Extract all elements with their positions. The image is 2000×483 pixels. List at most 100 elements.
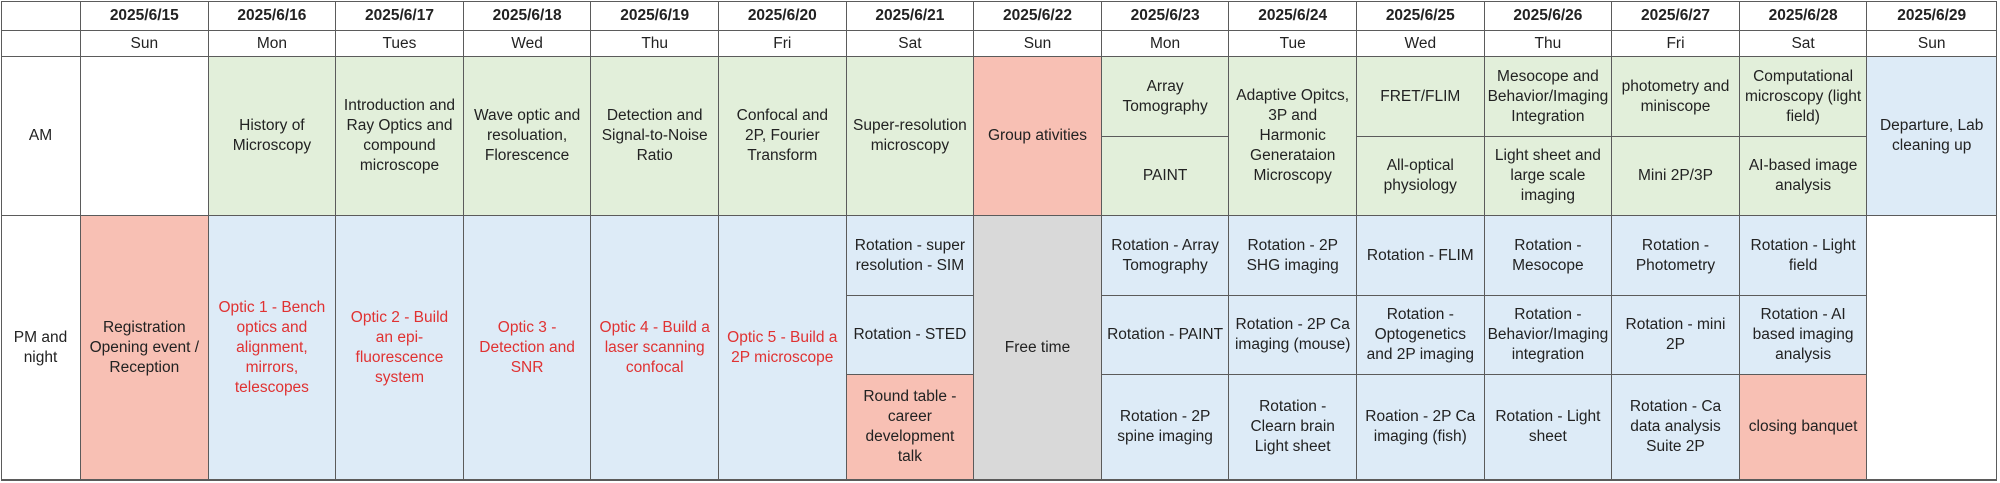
corner-cell xyxy=(1,1,81,31)
row-label-am: AM xyxy=(1,57,81,216)
am-session-text: Light sheet and large scale imaging xyxy=(1494,147,1601,204)
pm-session: Rotation - STED xyxy=(846,296,975,375)
weekday-header-text: Fri xyxy=(1666,34,1685,52)
date-header-text: 2025/6/20 xyxy=(747,6,817,24)
am-session-text: Super-resolution microscopy xyxy=(853,117,967,154)
pm-session-text: Rotation - 2P spine imaging xyxy=(1117,408,1213,445)
weekday-header-text: Sun xyxy=(1917,34,1946,52)
pm-session-text: Rotation - Photometry xyxy=(1635,236,1716,274)
weekday-header: Thu xyxy=(1484,31,1613,57)
pm-session: Round table - career development talk xyxy=(846,375,975,480)
date-header: 2025/6/19 xyxy=(591,1,719,31)
pm-session: Rotation - Light field xyxy=(1739,216,1868,296)
date-header: 2025/6/22 xyxy=(974,1,1102,31)
pm-session-text: Optic 3 - Detection and SNR xyxy=(479,318,575,376)
pm-session: Optic 4 - Build a laser scanning confoca… xyxy=(591,216,719,480)
pm-session: Free time xyxy=(974,216,1102,480)
pm-session: Rotation - Behavior/Imaging integration xyxy=(1484,296,1613,375)
weekday-header: Sun xyxy=(1867,31,1997,57)
pm-session-text: Round table - career development talk xyxy=(863,388,957,465)
weekday-header: Fri xyxy=(1612,31,1740,57)
pm-session-text: Registration Opening event / Reception xyxy=(89,318,200,376)
am-session: photometry and miniscope xyxy=(1612,57,1740,137)
am-session-text: Wave optic and resoluation, Florescence xyxy=(473,107,581,164)
am-session: All-optical physiology xyxy=(1357,137,1485,216)
weekday-header-text: Fri xyxy=(773,34,792,52)
am-session: History of Microscopy xyxy=(208,57,337,216)
date-header: 2025/6/20 xyxy=(719,1,847,31)
weekday-header-text: Sun xyxy=(1023,34,1052,52)
pm-session: Rotation - mini 2P xyxy=(1612,296,1740,375)
am-session-text: Mesocope and Behavior/Imaging Integratio… xyxy=(1487,67,1609,125)
weekday-header-text: Tues xyxy=(382,34,417,52)
am-session-text: Confocal and 2P, Fourier Transform xyxy=(736,107,828,164)
am-session: Introduction and Ray Optics and compound… xyxy=(336,57,464,216)
weekday-header-text: Sat xyxy=(1791,34,1815,52)
date-header-text: 2025/6/21 xyxy=(875,6,945,24)
am-session-text: Detection and Signal-to-Noise Ratio xyxy=(601,107,708,164)
pm-session-text: Rotation - Light field xyxy=(1750,236,1856,274)
am-session: Group ativities xyxy=(974,57,1102,216)
am-session: Wave optic and resoluation, Florescence xyxy=(463,57,592,216)
weekday-header-text: Tue xyxy=(1279,34,1306,52)
row-label-pm: PM and night xyxy=(1,216,81,480)
am-session-text: AI-based image analysis xyxy=(1748,157,1858,194)
weekday-header: Sat xyxy=(1739,31,1868,57)
pm-session-text: Roation - 2P Ca imaging (fish) xyxy=(1365,408,1476,445)
date-header-text: 2025/6/24 xyxy=(1258,6,1328,24)
weekday-header-text: Wed xyxy=(1404,34,1437,52)
am-session: Detection and Signal-to-Noise Ratio xyxy=(591,57,719,216)
date-header-text: 2025/6/29 xyxy=(1897,6,1967,24)
date-header: 2025/6/16 xyxy=(208,1,337,31)
pm-session-text: Rotation - Behavior/Imaging integration xyxy=(1487,306,1609,363)
weekday-header: Wed xyxy=(463,31,592,57)
pm-session: Rotation - Photometry xyxy=(1612,216,1740,296)
pm-session-text: Optic 5 - Build a 2P microscope xyxy=(727,328,838,366)
am-session: PAINT xyxy=(1101,137,1230,216)
date-header: 2025/6/26 xyxy=(1484,1,1613,31)
am-session-text: FRET/FLIM xyxy=(1380,87,1461,105)
pm-session-text: Rotation - 2P SHG imaging xyxy=(1246,236,1339,274)
pm-session-text: Rotation - PAINT xyxy=(1107,326,1224,343)
date-header: 2025/6/15 xyxy=(81,1,209,31)
am-session: Confocal and 2P, Fourier Transform xyxy=(719,57,847,216)
am-session-text: Adaptive Opitcs, 3P and Harmonic Generat… xyxy=(1236,87,1350,184)
row-label-pm-text: PM and night xyxy=(13,328,68,366)
pm-session xyxy=(1867,216,1997,480)
am-session-text: Departure, Lab cleaning up xyxy=(1879,117,1984,154)
weekday-header: Sat xyxy=(846,31,975,57)
weekday-header-text: Wed xyxy=(511,34,543,52)
pm-session: Registration Opening event / Reception xyxy=(81,216,209,480)
am-session: AI-based image analysis xyxy=(1739,137,1868,216)
pm-session-text: Rotation - Ca data analysis Suite 2P xyxy=(1629,398,1722,455)
pm-session: Rotation - PAINT xyxy=(1101,296,1230,375)
date-header-text: 2025/6/18 xyxy=(492,6,562,24)
corner-cell xyxy=(1,31,81,57)
pm-session-text: Optic 1 - Bench optics and alignment, mi… xyxy=(218,298,326,396)
pm-session: Rotation - Optogenetics and 2P imaging xyxy=(1357,296,1485,375)
pm-session-text: Rotation - super resolution - SIM xyxy=(854,236,966,274)
am-session-text: Mini 2P/3P xyxy=(1638,167,1713,184)
pm-session-text: Optic 2 - Build an epi-fluorescence syst… xyxy=(350,308,449,386)
am-session-text: PAINT xyxy=(1142,167,1188,184)
pm-session: Rotation - Light sheet xyxy=(1484,375,1613,480)
pm-session: Rotation - Ca data analysis Suite 2P xyxy=(1612,375,1740,480)
date-header-text: 2025/6/19 xyxy=(620,6,690,24)
pm-session: Rotation - 2P Ca imaging (mouse) xyxy=(1229,296,1357,375)
pm-session-text: Optic 4 - Build a laser scanning confoca… xyxy=(599,318,710,376)
pm-session: Rotation - FLIM xyxy=(1357,216,1485,296)
pm-session: Rotation - super resolution - SIM xyxy=(846,216,975,296)
pm-session-text: Free time xyxy=(1004,338,1071,356)
pm-session: Rotation - AI based imaging analysis xyxy=(1739,296,1868,375)
pm-session: Optic 2 - Build an epi-fluorescence syst… xyxy=(336,216,464,480)
date-header: 2025/6/25 xyxy=(1357,1,1485,31)
weekday-header-text: Mon xyxy=(1150,34,1181,52)
date-header: 2025/6/29 xyxy=(1867,1,1997,31)
weekday-header-text: Thu xyxy=(1534,34,1562,52)
date-header-text: 2025/6/17 xyxy=(365,6,434,24)
am-session-text: Computational microscopy (light field) xyxy=(1744,67,1862,125)
am-session: Super-resolution microscopy xyxy=(846,57,975,216)
weekday-header-text: Thu xyxy=(641,34,669,52)
date-header-text: 2025/6/15 xyxy=(109,6,179,24)
